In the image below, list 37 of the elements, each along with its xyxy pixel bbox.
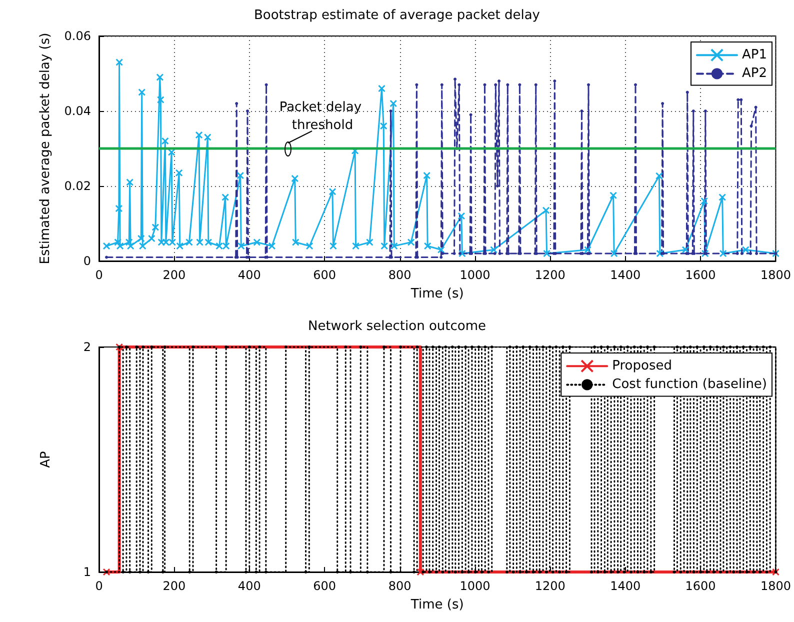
- x-tick-label: 1000: [460, 268, 490, 282]
- x-tick-label: 1400: [610, 579, 641, 593]
- y-tick-label: 0.04: [64, 104, 91, 118]
- x-tick-label: 200: [162, 268, 186, 282]
- y-tick-label: 0.02: [64, 179, 91, 193]
- x-axis-title: Time (s): [410, 286, 464, 302]
- x-tick-label: 0: [95, 268, 103, 282]
- x-tick-label: 400: [238, 579, 261, 593]
- y-tick-label: 0: [83, 254, 91, 268]
- x-tick-label: 1600: [685, 579, 716, 593]
- legend-label: AP1: [742, 48, 768, 63]
- y-tick-label: 2: [83, 340, 91, 354]
- legend-label: Cost function (baseline): [612, 377, 768, 392]
- y-tick-label: 1: [83, 565, 91, 579]
- chart-title: Network selection outcome: [308, 319, 486, 334]
- legend-label: Proposed: [612, 358, 672, 374]
- x-tick-label: 1400: [610, 268, 641, 282]
- x-tick-label: 800: [388, 579, 412, 593]
- y-axis-title: Estimated average packet delay (s): [38, 32, 53, 264]
- legend-label: AP2: [742, 66, 768, 82]
- x-tick-label: 1800: [760, 268, 792, 282]
- x-tick-label: 1000: [460, 579, 490, 593]
- x-tick-label: 1200: [534, 268, 566, 282]
- x-tick-label: 600: [313, 579, 336, 593]
- x-tick-label: 0: [95, 579, 103, 593]
- chart-title: Bootstrap estimate of average packet delay: [254, 8, 540, 23]
- x-tick-label: 200: [162, 579, 186, 593]
- x-tick-label: 600: [313, 268, 336, 282]
- ref-line-label: Packet delay threshold: [279, 100, 366, 133]
- x-tick-label: 1800: [760, 579, 792, 593]
- x-tick-label: 400: [238, 268, 261, 282]
- x-tick-label: 800: [388, 268, 412, 282]
- x-tick-label: 1600: [685, 268, 716, 282]
- y-axis-title: AP: [38, 450, 54, 468]
- x-tick-label: 1200: [534, 579, 566, 593]
- y-tick-label: 0.06: [64, 29, 91, 43]
- x-axis-title: Time (s): [410, 597, 464, 612]
